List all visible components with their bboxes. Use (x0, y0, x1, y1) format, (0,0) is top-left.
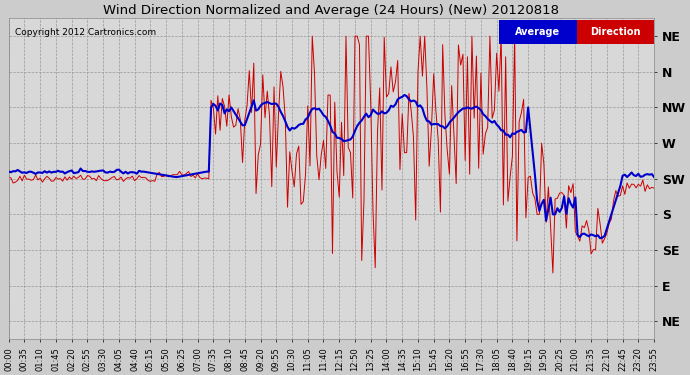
FancyBboxPatch shape (577, 20, 654, 44)
FancyBboxPatch shape (499, 20, 577, 44)
Text: Direction: Direction (590, 27, 640, 37)
Title: Wind Direction Normalized and Average (24 Hours) (New) 20120818: Wind Direction Normalized and Average (2… (104, 4, 560, 17)
Text: Copyright 2012 Cartronics.com: Copyright 2012 Cartronics.com (15, 28, 156, 37)
Text: Average: Average (515, 27, 560, 37)
